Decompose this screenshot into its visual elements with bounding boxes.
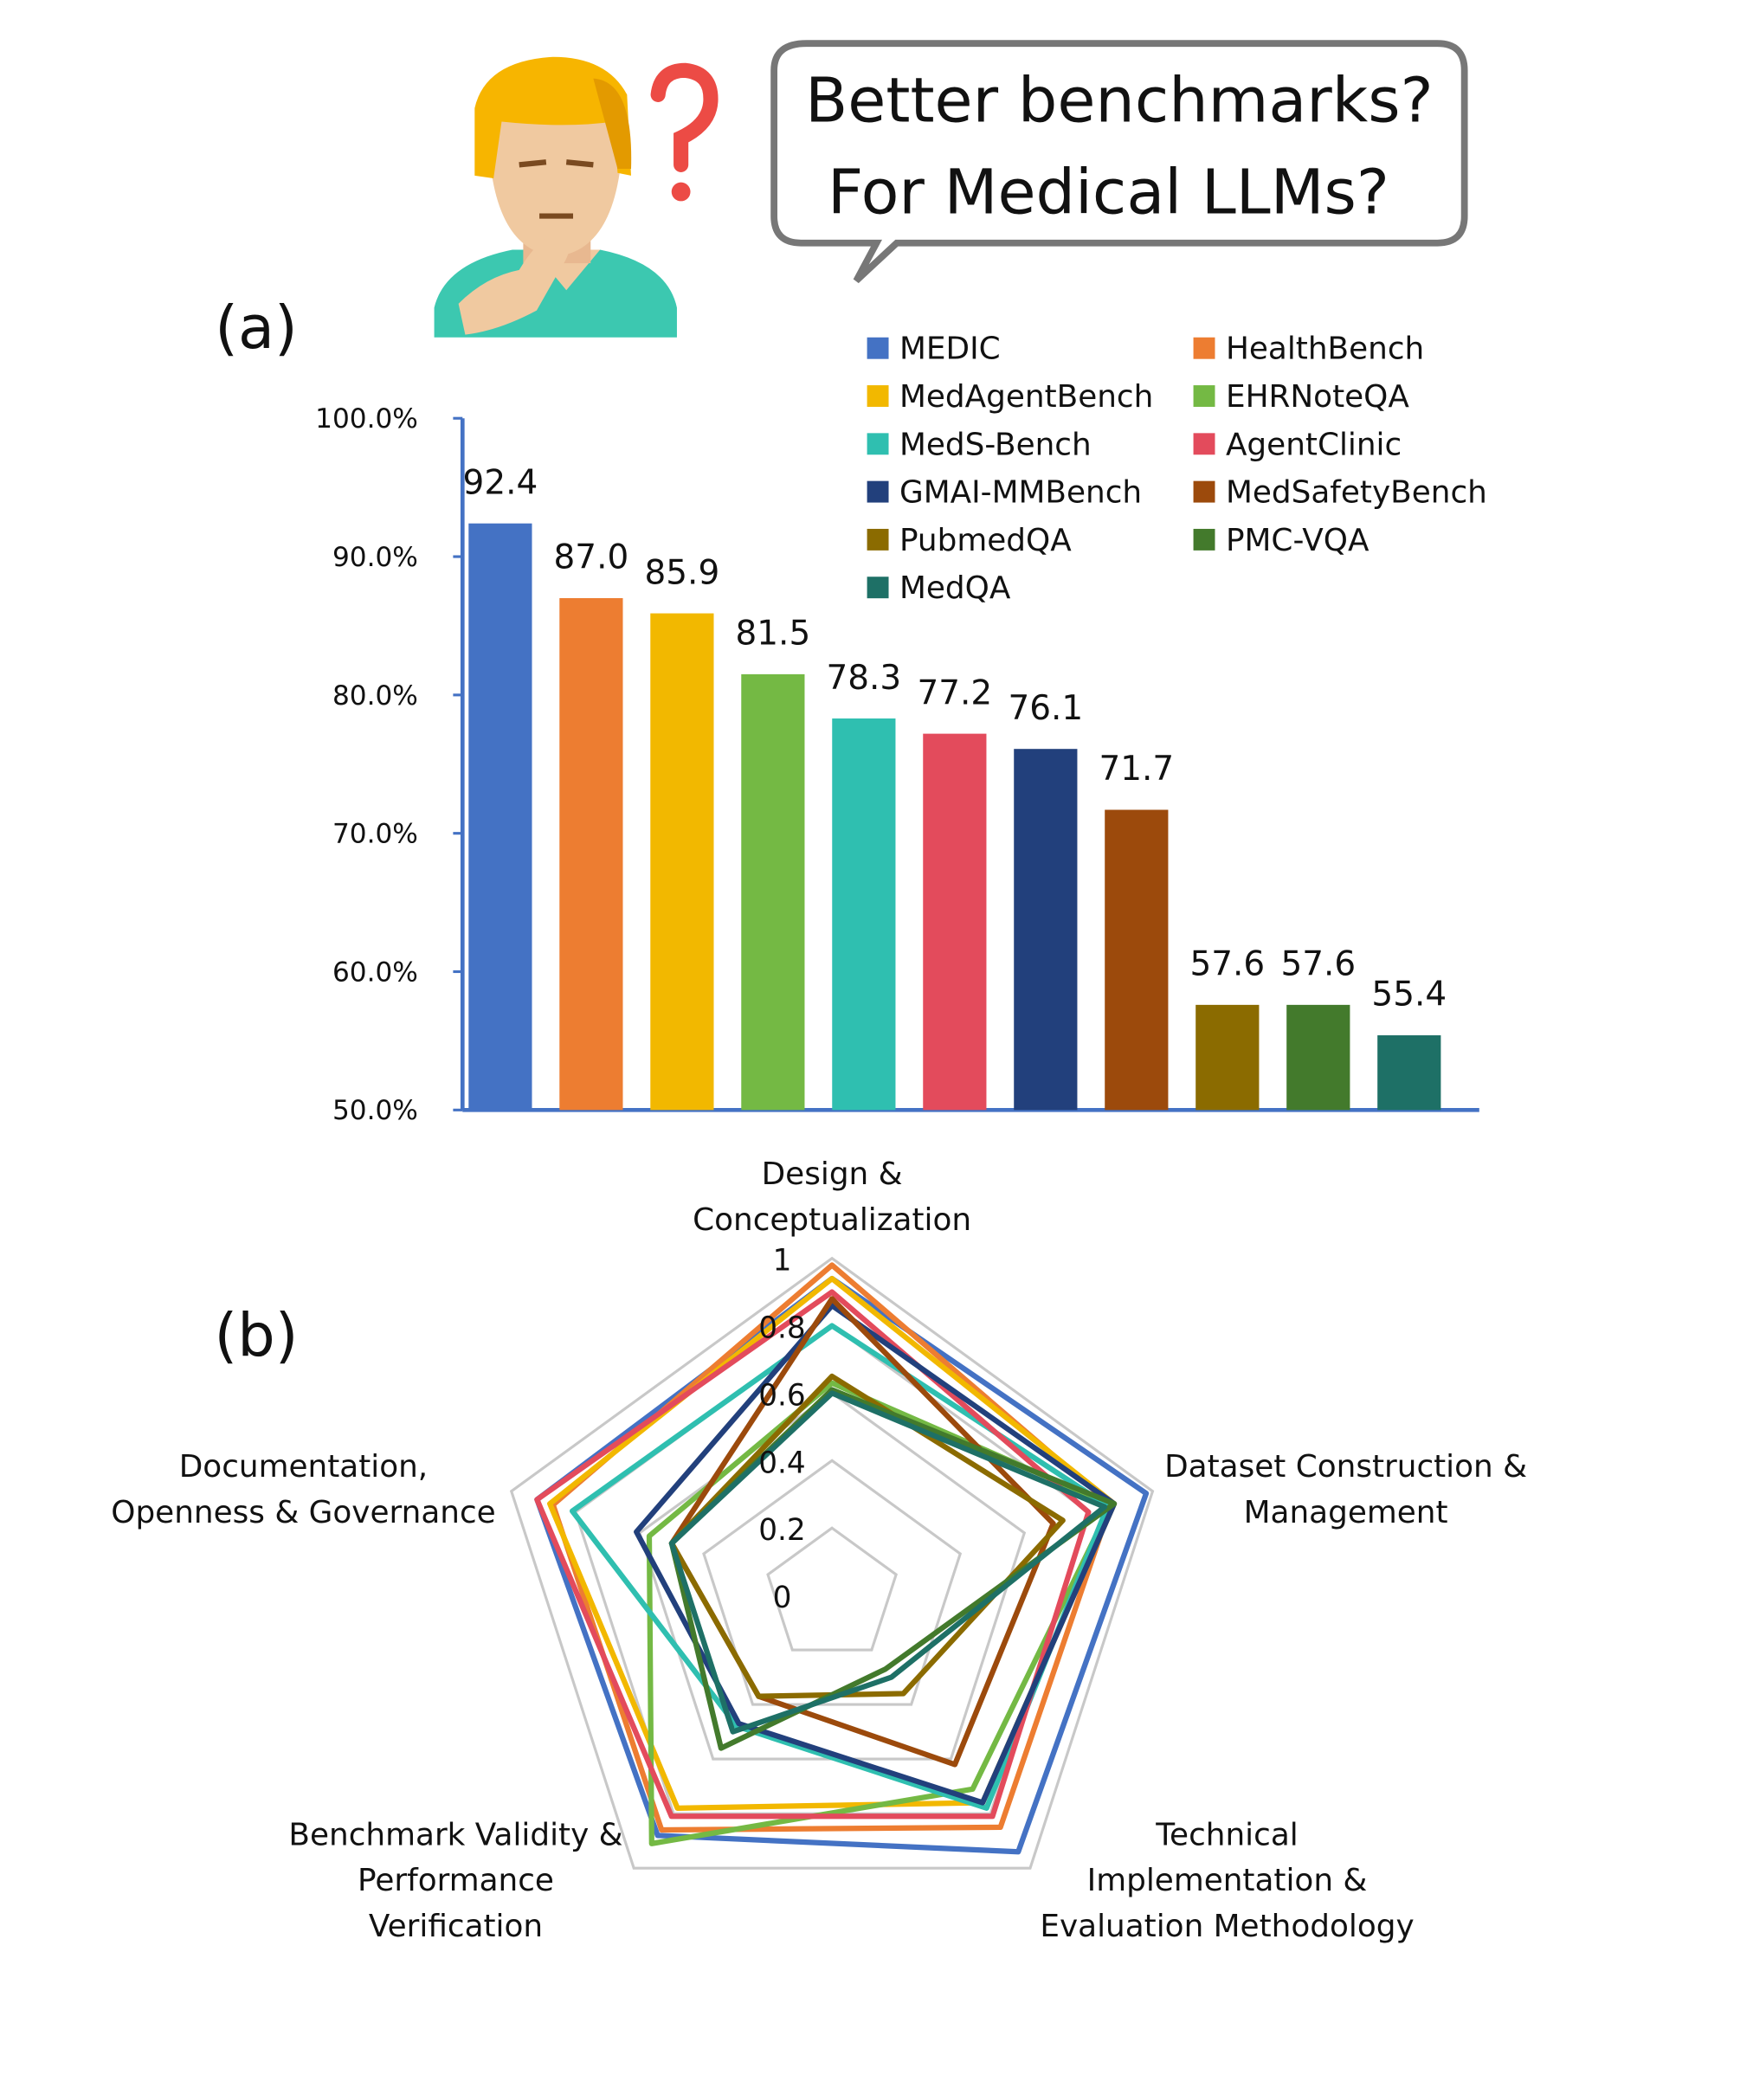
legend-label: MedS-Bench bbox=[899, 427, 1092, 462]
value-label: 81.5 bbox=[736, 615, 811, 654]
legend-label: EHRNoteQA bbox=[1226, 379, 1409, 415]
legend-swatch bbox=[867, 577, 889, 599]
value-label: 77.2 bbox=[917, 673, 992, 712]
panel-label: (b) bbox=[214, 1301, 298, 1370]
legend-swatch bbox=[1193, 528, 1215, 551]
y-tick-label: 70.0% bbox=[332, 819, 418, 850]
legend-swatch bbox=[867, 528, 889, 551]
bar bbox=[468, 523, 532, 1111]
radar-series bbox=[550, 1262, 1114, 1833]
axis-label: Technical Implementation & Evaluation Meth… bbox=[1040, 1817, 1414, 1944]
legend-swatch bbox=[867, 433, 889, 455]
legend-swatch bbox=[1193, 385, 1215, 407]
value-label: 92.4 bbox=[463, 463, 538, 502]
y-tick-label: 60.0% bbox=[332, 957, 418, 988]
radar-series bbox=[534, 1275, 1150, 1855]
legend-label: AgentClinic bbox=[1226, 427, 1402, 462]
legend-swatch bbox=[867, 480, 889, 503]
bar bbox=[923, 733, 987, 1111]
radar-series bbox=[547, 1275, 1118, 1811]
r-tick-label: 1 bbox=[773, 1244, 792, 1279]
y-tick-label: 100.0% bbox=[315, 403, 418, 435]
legend-label: MedAgentBench bbox=[899, 379, 1153, 415]
bar bbox=[559, 597, 623, 1111]
bar bbox=[1105, 809, 1169, 1111]
bar bbox=[650, 613, 714, 1111]
value-label: 76.1 bbox=[1008, 689, 1083, 728]
radar-series bbox=[668, 1296, 1056, 1768]
bar bbox=[1286, 1004, 1350, 1111]
bubble-text: Better benchmarks? bbox=[805, 64, 1433, 137]
y-tick-label: 80.0% bbox=[332, 680, 418, 712]
r-tick-label: 0.8 bbox=[758, 1311, 805, 1346]
bar bbox=[1196, 1004, 1260, 1111]
y-tick-label: 90.0% bbox=[332, 542, 418, 573]
axis-label: Design & Conceptualization bbox=[693, 1156, 971, 1238]
value-label: 57.6 bbox=[1189, 945, 1265, 984]
legend-swatch bbox=[1193, 433, 1215, 455]
bar bbox=[741, 673, 805, 1111]
person-icon bbox=[434, 56, 719, 338]
grid-line bbox=[766, 1526, 898, 1652]
grid-line bbox=[509, 1256, 1155, 1870]
legend-swatch bbox=[1193, 337, 1215, 359]
bar bbox=[1377, 1035, 1441, 1111]
r-tick-label: 0.2 bbox=[758, 1513, 805, 1548]
r-tick-label: 0 bbox=[773, 1581, 792, 1615]
y-tick-label: 50.0% bbox=[332, 1095, 418, 1126]
axis-label: Dataset Construction & Management bbox=[1164, 1449, 1527, 1530]
value-label: 55.4 bbox=[1371, 976, 1447, 1015]
value-label: 85.9 bbox=[645, 553, 720, 592]
legend-label: MEDIC bbox=[899, 332, 1001, 367]
value-label: 78.3 bbox=[827, 659, 902, 698]
legend-label: HealthBench bbox=[1226, 332, 1424, 367]
speech-bubble bbox=[770, 40, 1468, 284]
grid-line bbox=[702, 1459, 963, 1706]
legend-label: MedQA bbox=[899, 570, 1011, 606]
legend-label: PubmedQA bbox=[899, 523, 1072, 558]
bar bbox=[1014, 749, 1078, 1111]
value-label: 71.7 bbox=[1099, 750, 1174, 789]
radar-series bbox=[668, 1390, 1108, 1735]
axis-label: Benchmark Validity & Performance Verificat… bbox=[288, 1817, 622, 1944]
legend-label: MedSafetyBench bbox=[1226, 475, 1487, 511]
radar-series bbox=[634, 1303, 1118, 1806]
value-label: 87.0 bbox=[554, 538, 629, 577]
axis-label: Documentation, Openness & Governance bbox=[111, 1449, 495, 1530]
legend-label: GMAI-MMBench bbox=[899, 475, 1142, 511]
bubble-text: For Medical LLMs? bbox=[828, 155, 1389, 228]
panel-label: (a) bbox=[215, 293, 297, 363]
value-label: 57.6 bbox=[1280, 945, 1356, 984]
radar-series bbox=[569, 1323, 1111, 1811]
bar bbox=[832, 718, 896, 1111]
r-tick-label: 0.6 bbox=[758, 1378, 805, 1413]
legend-swatch bbox=[867, 385, 889, 407]
r-tick-label: 0.4 bbox=[758, 1446, 805, 1480]
legend-label: PMC-VQA bbox=[1226, 523, 1370, 558]
legend-swatch bbox=[1193, 480, 1215, 503]
legend-swatch bbox=[867, 337, 889, 359]
